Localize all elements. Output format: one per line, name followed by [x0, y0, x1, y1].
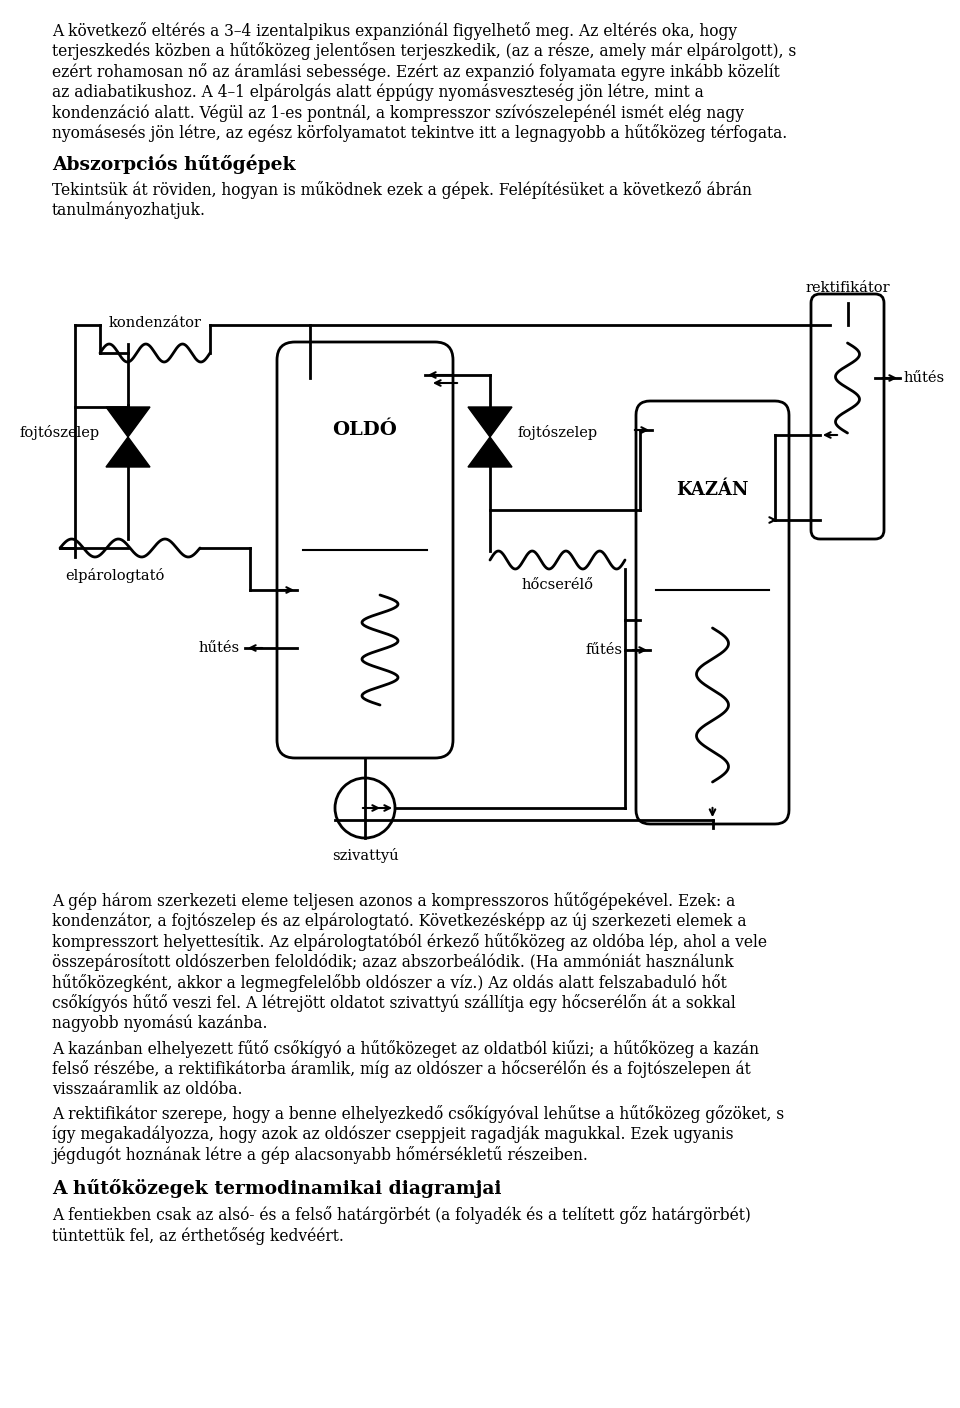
- Circle shape: [335, 779, 395, 838]
- Text: OLDÓ: OLDÓ: [332, 421, 397, 439]
- Polygon shape: [468, 407, 512, 467]
- Text: kondenzáció alatt. Végül az 1-es pontnál, a kompresszor szívószelepénél ismét el: kondenzáció alatt. Végül az 1-es pontnál…: [52, 104, 744, 121]
- Text: nyomásesés jön létre, az egész körfolyamatot tekintve itt a legnagyobb a hűtőköz: nyomásesés jön létre, az egész körfolyam…: [52, 124, 787, 142]
- Text: A rektifikátor szerepe, hogy a benne elhelyezkedő csőkígyóval lehűtse a hűtőköze: A rektifikátor szerepe, hogy a benne elh…: [52, 1105, 784, 1124]
- Text: rektifikátor: rektifikátor: [805, 282, 890, 296]
- Text: fojtószelep: fojtószelep: [518, 424, 598, 439]
- Text: hőcserélő: hőcserélő: [521, 579, 593, 591]
- Text: jégdugót hoznának létre a gép alacsonyabb hőmérsékletű részeiben.: jégdugót hoznának létre a gép alacsonyab…: [52, 1146, 588, 1164]
- Text: összepárosított oldószerben feloldódik; azaz abszorbeálódik. (Ha ammóniát haszná: összepárosított oldószerben feloldódik; …: [52, 953, 733, 972]
- FancyBboxPatch shape: [811, 294, 884, 539]
- Polygon shape: [352, 565, 378, 582]
- Text: fűtés: fűtés: [585, 643, 622, 658]
- Polygon shape: [702, 603, 724, 617]
- FancyBboxPatch shape: [277, 342, 453, 758]
- Text: tüntettük fel, az érthetőség kedvéért.: tüntettük fel, az érthetőség kedvéért.: [52, 1226, 344, 1245]
- Text: fojtószelep: fojtószelep: [20, 424, 100, 439]
- Text: A kazánban elhelyezett fűtő csőkígyó a hűtőközeget az oldatból kiűzi; a hűtőköze: A kazánban elhelyezett fűtő csőkígyó a h…: [52, 1039, 759, 1057]
- Text: nagyobb nyomású kazánba.: nagyobb nyomású kazánba.: [52, 1015, 268, 1032]
- Text: terjeszkedés közben a hűtőközeg jelentősen terjeszkedik, (az a része, amely már : terjeszkedés közben a hűtőközeg jelentős…: [52, 42, 796, 61]
- Polygon shape: [106, 407, 150, 467]
- Text: hűtés: hűtés: [199, 641, 240, 655]
- Text: így megakadályozza, hogy azok az oldószer cseppjeit ragadják magukkal. Ezek ugya: így megakadályozza, hogy azok az oldósze…: [52, 1125, 733, 1143]
- Text: elpárologtató: elpárologtató: [65, 567, 164, 583]
- Text: hűtőközegként, akkor a legmegfelelőbb oldószer a víz.) Az oldás alatt felszabadu: hűtőközegként, akkor a legmegfelelőbb ol…: [52, 974, 727, 993]
- Text: A hűtőközegek termodinamikai diagramjai: A hűtőközegek termodinamikai diagramjai: [52, 1178, 501, 1197]
- Text: Tekintsük át röviden, hogyan is működnek ezek a gépek. Felépítésüket a következő: Tekintsük át röviden, hogyan is működnek…: [52, 182, 752, 199]
- Text: hűtés: hűtés: [903, 370, 944, 384]
- Text: Abszorpciós hűtőgépek: Abszorpciós hűtőgépek: [52, 155, 296, 175]
- Text: A gép három szerkezeti eleme teljesen azonos a kompresszoros hűtőgépekével. Ezek: A gép három szerkezeti eleme teljesen az…: [52, 893, 735, 910]
- Text: szivattyú: szivattyú: [332, 848, 398, 863]
- Text: csőkígyós hűtő veszi fel. A létrejött oldatot szivattyú szállítja egy hőcserélőn: csőkígyós hűtő veszi fel. A létrejött ol…: [52, 994, 735, 1012]
- Text: ezért rohamosan nő az áramlási sebessége. Ezért az expanzió folyamata egyre inká: ezért rohamosan nő az áramlási sebessége…: [52, 63, 780, 82]
- Text: visszaáramlik az oldóba.: visszaáramlik az oldóba.: [52, 1080, 243, 1097]
- Text: tanulmányozhatjuk.: tanulmányozhatjuk.: [52, 201, 206, 220]
- Text: kondenzátor: kondenzátor: [108, 315, 202, 329]
- Text: kondenzátor, a fojtószelep és az elpárologtató. Következésképp az új szerkezeti : kondenzátor, a fojtószelep és az elpárol…: [52, 912, 747, 931]
- Text: A fentiekben csak az alsó- és a felső határgörbét (a folyadék és a telített gőz : A fentiekben csak az alsó- és a felső ha…: [52, 1207, 751, 1225]
- Text: KAZÁN: KAZÁN: [676, 482, 749, 498]
- Text: kompresszort helyettesítik. Az elpárologtatóból érkező hűtőközeg az oldóba lép, : kompresszort helyettesítik. Az elpárolog…: [52, 934, 767, 950]
- Text: felső részébe, a rektifikátorba áramlik, míg az oldószer a hőcserélőn és a fojtó: felső részébe, a rektifikátorba áramlik,…: [52, 1060, 751, 1079]
- Text: A következő eltérés a 3–4 izentalpikus expanziónál figyelhető meg. Az eltérés ok: A következő eltérés a 3–4 izentalpikus e…: [52, 23, 737, 39]
- Text: az adiabatikushoz. A 4–1 elpárolgás alatt éppúgy nyomásveszteség jön létre, mint: az adiabatikushoz. A 4–1 elpárolgás alat…: [52, 83, 704, 101]
- FancyBboxPatch shape: [636, 401, 789, 824]
